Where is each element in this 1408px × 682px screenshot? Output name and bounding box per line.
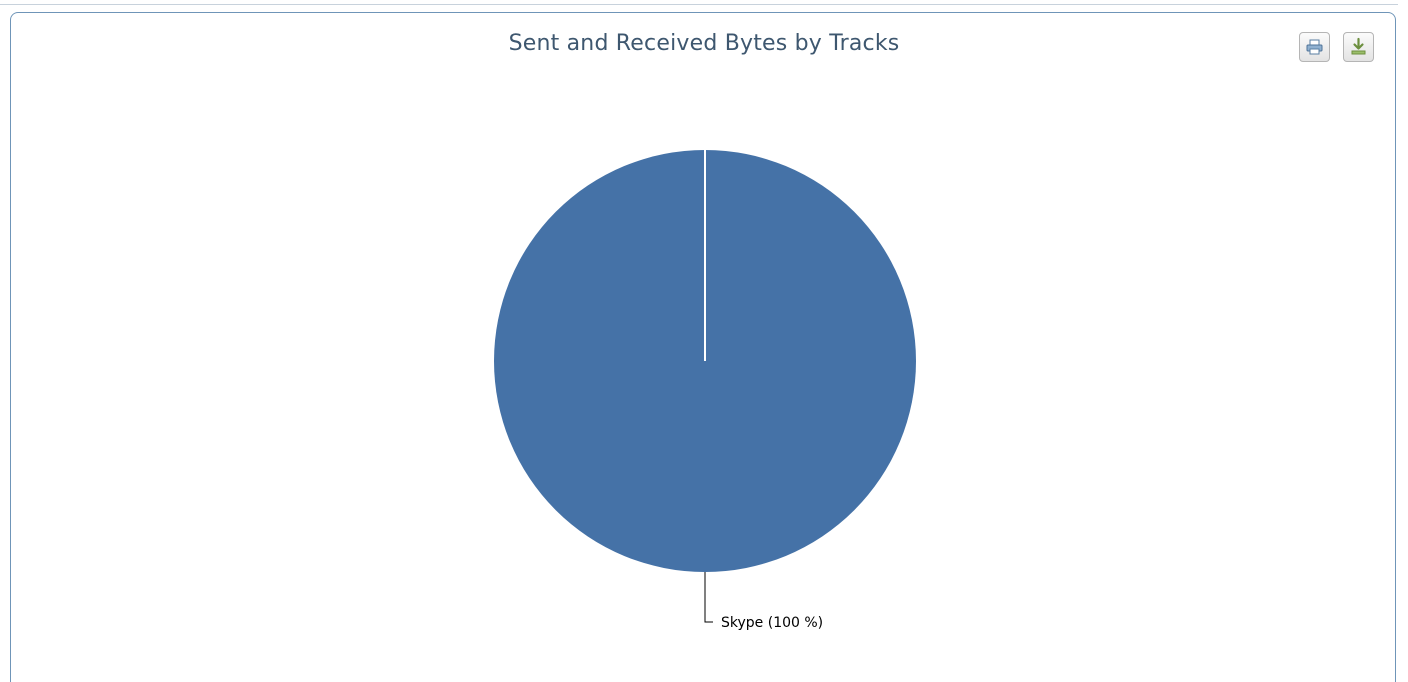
download-icon [1351,37,1366,55]
top-divider [0,4,1398,5]
export-button[interactable] [1343,32,1374,62]
printer-icon [1306,39,1323,55]
data-label-connector [704,572,713,623]
print-button[interactable] [1299,32,1330,62]
data-label: Skype (100 %) [721,615,823,631]
chart-title: Sent and Received Bytes by Tracks [508,31,900,56]
